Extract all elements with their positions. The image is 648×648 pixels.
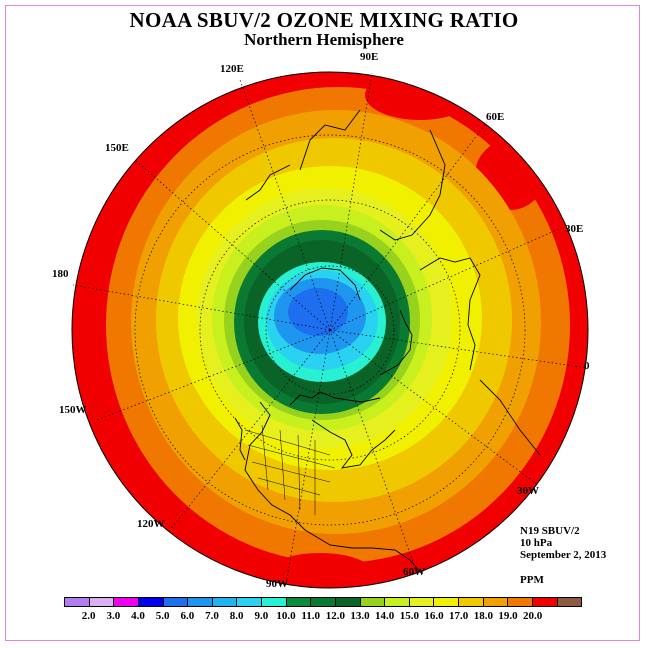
lon-label-150w: 150W (59, 404, 87, 416)
lon-label-120w: 120W (137, 518, 165, 530)
globe-outline (71, 71, 589, 589)
lon-label-30w: 30W (517, 485, 539, 497)
meridian-60w (329, 329, 418, 574)
lon-label-60e: 60E (486, 111, 505, 123)
colorbar-tick-label: 18.0 (473, 610, 493, 622)
colorbar-tick-label: 13.0 (350, 610, 370, 622)
figure-frame (5, 5, 640, 641)
colorbar-segment (311, 598, 336, 606)
colorbar-tick-label: 15.0 (399, 610, 419, 622)
meridian-30w (329, 329, 539, 486)
colorbar-segment (360, 598, 386, 606)
lon-label-60w: 60W (403, 566, 425, 578)
coast-greenland (379, 309, 413, 376)
colorbar-segment (262, 598, 287, 606)
instrument-label: N19 SBUV/2 (520, 525, 580, 537)
colorbar-tick-label: 16.0 (424, 610, 444, 622)
field-red-patch (265, 553, 375, 588)
colorbar-tick-label: 17.0 (449, 610, 469, 622)
field-deep-blue (288, 288, 348, 336)
units-label: PPM (520, 574, 544, 586)
lon-label-30e: 30E (565, 223, 584, 235)
colorbar-tick-label: 5.0 (155, 610, 170, 622)
colorbar-segment (335, 598, 361, 606)
colorbar-tick-label: 10.0 (276, 610, 296, 622)
colorbar-segment (188, 598, 213, 606)
colorbar-segment (557, 598, 582, 606)
colorbar-segment (409, 598, 435, 606)
colorbar-segment (385, 598, 410, 606)
colorbar-segment (286, 598, 312, 606)
meridian-180 (72, 284, 331, 331)
colorbar-tick-label: 14.0 (375, 610, 395, 622)
colorbar-segment (65, 598, 90, 606)
coast-asia-east (379, 129, 446, 241)
coastlines (234, 109, 541, 573)
coast-siberia (299, 109, 361, 171)
coast-arctic (289, 267, 361, 301)
graticule (72, 72, 588, 585)
coast-hudson-bay (311, 419, 396, 469)
lon-label-150e: 150E (105, 142, 129, 154)
colorbar-tick-label: 20.0 (523, 610, 543, 622)
colorbar-tick-label: 8.0 (229, 610, 244, 622)
lon-label-90w: 90W (266, 578, 288, 590)
lon-label-0: 0 (584, 360, 590, 372)
colorbar-segment (89, 598, 115, 606)
meridian-120w (169, 329, 331, 531)
colorbar-segment (114, 598, 139, 606)
coast-europe (479, 379, 541, 456)
political-boundaries (244, 424, 336, 515)
meridian-150e (134, 159, 331, 331)
meridian-90w (285, 329, 331, 585)
colorbar-tick-label: 11.0 (301, 610, 320, 622)
colorbar-tick-label: 7.0 (205, 610, 219, 622)
pressure-level-label: 10 hPa (520, 537, 553, 549)
meridian-0 (329, 329, 588, 369)
meridian-90e (329, 72, 373, 331)
colorbar (64, 597, 582, 607)
meridian-150w (96, 329, 331, 421)
coast-alaska (234, 417, 246, 461)
lon-label-90e: 90E (360, 51, 379, 63)
lon-label-180: 180 (52, 268, 69, 280)
colorbar-tick-label: 6.0 (180, 610, 195, 622)
date-label: September 2, 2013 (520, 549, 607, 561)
colorbar-segment (212, 598, 238, 606)
colorbar-segment (138, 598, 164, 606)
colorbar-segment (459, 598, 484, 606)
coast-scandinavia (419, 257, 481, 371)
latitude-circle-30n (134, 134, 526, 526)
colorbar-tick-label: 19.0 (498, 610, 518, 622)
colorbar-segment (163, 598, 189, 606)
colorbar-tick-label: 4.0 (131, 610, 145, 622)
coast-north-america (244, 401, 421, 573)
latitude-circle-70n (265, 265, 395, 395)
colorbar-tick-label: 9.0 (254, 610, 269, 622)
colorbar-segment (483, 598, 509, 606)
colorbar-segment (508, 598, 533, 606)
colorbar-segment (532, 598, 558, 606)
ozone-field (72, 72, 588, 588)
coast-canadian-archipelago (289, 391, 381, 406)
map-subtitle: Northern Hemisphere (244, 30, 404, 49)
colorbar-segment (237, 598, 262, 606)
colorbar-segment (434, 598, 459, 606)
lon-label-120e: 120E (220, 63, 244, 75)
meridian-60e (329, 121, 488, 331)
coast-chukotka (245, 164, 291, 201)
latitude-circle-50n (199, 199, 461, 461)
map-title: NOAA SBUV/2 OZONE MIXING RATIO (129, 8, 519, 32)
colorbar-tick-label: 12.0 (325, 610, 345, 622)
meridian-120e (239, 79, 331, 331)
colorbar-tick-label: 3.0 (106, 610, 121, 622)
colorbar-tick-label: 2.0 (81, 610, 96, 622)
